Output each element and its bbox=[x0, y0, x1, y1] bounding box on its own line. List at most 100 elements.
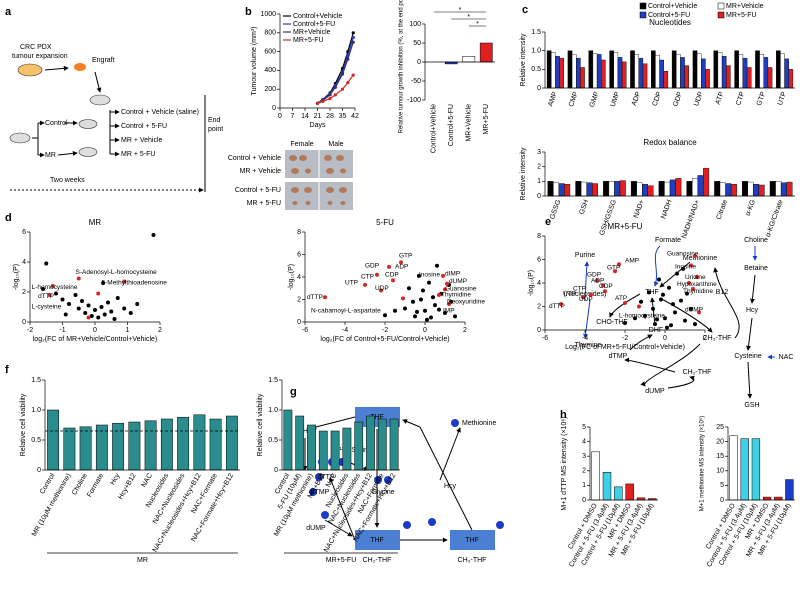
bar bbox=[225, 415, 238, 471]
label: MR + Vehicle bbox=[121, 137, 163, 144]
point bbox=[669, 323, 673, 328]
bar bbox=[721, 56, 727, 89]
panel-label: c bbox=[522, 4, 528, 16]
point bbox=[693, 253, 697, 258]
bar bbox=[609, 50, 614, 89]
group-label: MR+5-FU bbox=[326, 557, 357, 564]
pathway-node: GSH bbox=[744, 402, 759, 409]
point bbox=[445, 281, 449, 286]
bar bbox=[676, 54, 681, 89]
pathway-node: CH₃-THF bbox=[703, 335, 732, 342]
label: CRC PDX bbox=[20, 44, 52, 51]
bar bbox=[567, 50, 573, 89]
point-label: GTP bbox=[607, 264, 620, 271]
x-tick-label: MR+5-FU bbox=[483, 104, 490, 135]
bar bbox=[144, 420, 157, 471]
bar bbox=[603, 181, 610, 197]
y-axis-label: M+1 dTTP MS intensity (×10⁶) bbox=[561, 416, 568, 510]
point-label: N-cabamoyl-L-aspartate bbox=[311, 307, 381, 314]
panel-label: e bbox=[545, 216, 551, 228]
point-label: Guanosine bbox=[667, 250, 699, 257]
point bbox=[613, 269, 617, 274]
point bbox=[50, 284, 55, 288]
point bbox=[93, 308, 97, 312]
x-tick-label: α-KG/Citrate bbox=[765, 199, 785, 238]
bar bbox=[602, 472, 612, 501]
x-axis-label: Days bbox=[310, 122, 326, 129]
point bbox=[151, 233, 156, 237]
bar bbox=[680, 57, 685, 89]
bar bbox=[692, 178, 698, 197]
bar bbox=[767, 67, 773, 89]
y-tick-label: 1 bbox=[582, 482, 586, 489]
bar bbox=[596, 54, 602, 89]
point bbox=[639, 299, 643, 304]
point-label: L-homocysteine bbox=[619, 313, 665, 320]
x-tick-label: Citrate bbox=[716, 199, 730, 221]
x-axis-label: log₂(FC of MR+Vehicle/Control+Vehicle) bbox=[33, 336, 158, 343]
x-tick-label: 28 bbox=[326, 113, 334, 120]
x-tick-label: 0 bbox=[278, 113, 282, 120]
bar bbox=[580, 181, 587, 197]
point bbox=[665, 325, 669, 330]
point-label: GDP bbox=[365, 262, 379, 269]
point bbox=[679, 298, 683, 303]
y-tick-label: 200 bbox=[264, 86, 276, 93]
x-tick-label: CDP bbox=[652, 91, 664, 108]
x-tick-label: α-KG bbox=[745, 199, 757, 217]
point bbox=[429, 315, 433, 320]
point bbox=[425, 317, 429, 322]
label: Two weeks bbox=[50, 177, 85, 184]
point bbox=[351, 40, 355, 44]
label: MR bbox=[45, 152, 56, 159]
point bbox=[687, 281, 691, 285]
point-label: UDP bbox=[579, 296, 593, 303]
point-label: 5-Methylthioadenosine bbox=[102, 280, 168, 287]
chart-title: MR bbox=[89, 218, 102, 227]
point bbox=[96, 315, 101, 320]
pathway-node: Methionine bbox=[683, 255, 717, 262]
legend-label: MR+5-FU bbox=[726, 12, 757, 19]
bar bbox=[377, 418, 387, 471]
point-label: dUMP bbox=[685, 307, 703, 314]
pathway-node: Purine bbox=[575, 252, 595, 259]
y-tick-label: 4 bbox=[297, 274, 301, 281]
x-tick-label: UMP bbox=[610, 91, 622, 108]
bar bbox=[776, 50, 781, 89]
bar bbox=[547, 181, 554, 197]
bar bbox=[630, 50, 635, 89]
bar bbox=[717, 52, 723, 89]
y-axis-label: -log₁₀(P) bbox=[288, 264, 295, 290]
pathway-node: Formate bbox=[655, 237, 681, 244]
bar bbox=[575, 181, 582, 197]
point-label: Hypoxanthine bbox=[677, 281, 717, 288]
legend-label: Control+Vehicle bbox=[293, 13, 342, 20]
panel-label: b bbox=[245, 6, 252, 18]
point bbox=[643, 313, 647, 318]
y-axis-label: Relative intensity bbox=[520, 147, 527, 200]
point-label: dIMP bbox=[445, 270, 460, 277]
bar bbox=[564, 184, 571, 197]
label: Male bbox=[328, 141, 343, 148]
bar bbox=[747, 181, 754, 197]
y-tick-label: 4 bbox=[582, 438, 586, 445]
point bbox=[411, 299, 415, 304]
y-tick-label: 0.5 bbox=[31, 437, 41, 444]
point bbox=[321, 99, 325, 104]
point-label: S-Adenosyl-L-homocysteine bbox=[76, 269, 158, 276]
label: MR + Vehicle bbox=[240, 168, 282, 175]
x-tick-label: NAD+ bbox=[633, 199, 646, 219]
bar bbox=[177, 416, 190, 471]
bar bbox=[729, 435, 738, 501]
bar bbox=[546, 50, 552, 89]
x-tick-label: 35 bbox=[339, 113, 347, 120]
point bbox=[421, 288, 425, 293]
point-label: dTTP bbox=[38, 293, 54, 300]
label: Control + Vehicle (saline) bbox=[121, 109, 199, 116]
pathway-node: Hcy bbox=[746, 307, 759, 314]
point bbox=[346, 81, 350, 85]
pathway-label: dUMP bbox=[306, 525, 326, 532]
bar bbox=[330, 430, 340, 471]
x-tick-label: 7 bbox=[291, 113, 295, 120]
y-tick-label: 2 bbox=[582, 468, 586, 475]
